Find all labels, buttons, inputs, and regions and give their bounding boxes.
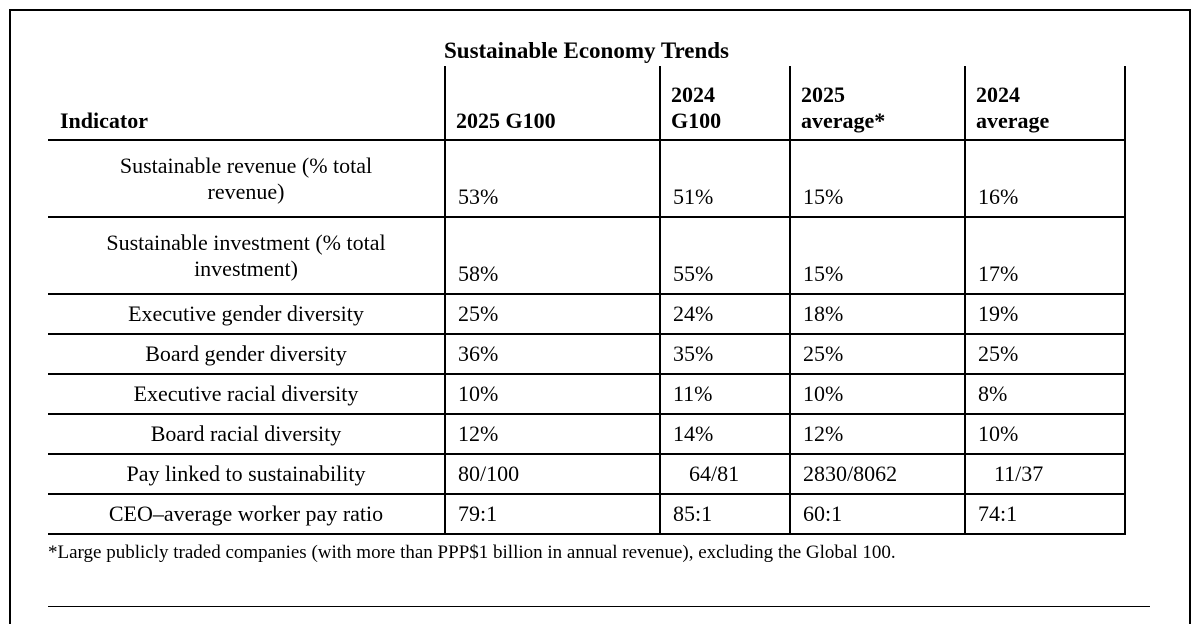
value-cell: 12%	[444, 414, 660, 455]
sustainable-economy-table: Indicator 2025 G100 2024 G100 2025 avera…	[48, 66, 1126, 535]
column-header-2025-g100: 2025 G100	[444, 66, 660, 141]
value-cell: 85:1	[659, 494, 790, 535]
table-header-row: Indicator 2025 G100 2024 G100 2025 avera…	[48, 66, 1126, 141]
value-cell: 55%	[659, 217, 790, 295]
footnote: *Large publicly traded companies (with m…	[48, 542, 896, 563]
column-header-2024-g100: 2024 G100	[659, 66, 790, 141]
value-cell: 79:1	[444, 494, 660, 535]
value-cell: 74:1	[964, 494, 1126, 535]
value-cell: 25%	[789, 334, 965, 375]
value-cell: 25%	[444, 294, 660, 335]
value-cell: 2830/8062	[789, 454, 965, 495]
indicator-cell: Executive racial diversity	[48, 374, 445, 415]
value-cell: 15%	[789, 140, 965, 218]
value-cell: 35%	[659, 334, 790, 375]
table-title: Sustainable Economy Trends	[443, 38, 730, 63]
table-row: Executive racial diversity 10% 11% 10% 8…	[48, 374, 1126, 415]
table-row: Board racial diversity 12% 14% 12% 10%	[48, 414, 1126, 455]
indicator-cell: CEO–average worker pay ratio	[48, 494, 445, 535]
value-cell: 64/81	[659, 454, 790, 495]
value-cell: 58%	[444, 217, 660, 295]
value-cell: 53%	[444, 140, 660, 218]
indicator-cell: Sustainable revenue (% total revenue)	[48, 140, 445, 218]
table-row: Pay linked to sustainability 80/100 64/8…	[48, 454, 1126, 495]
value-cell: 10%	[789, 374, 965, 415]
table-row: CEO–average worker pay ratio 79:1 85:1 6…	[48, 494, 1126, 535]
value-cell: 24%	[659, 294, 790, 335]
indicator-cell: Board racial diversity	[48, 414, 445, 455]
value-cell: 12%	[789, 414, 965, 455]
value-cell: 10%	[444, 374, 660, 415]
value-cell: 60:1	[789, 494, 965, 535]
indicator-cell: Pay linked to sustainability	[48, 454, 445, 495]
value-cell: 51%	[659, 140, 790, 218]
page-content: Sustainable Economy Trends Indicator 202…	[48, 38, 1150, 607]
column-header-2025-average: 2025 average*	[789, 66, 965, 141]
value-cell: 19%	[964, 294, 1126, 335]
value-cell: 36%	[444, 334, 660, 375]
value-cell: 16%	[964, 140, 1126, 218]
value-cell: 17%	[964, 217, 1126, 295]
indicator-cell: Sustainable investment (% total investme…	[48, 217, 445, 295]
value-cell: 25%	[964, 334, 1126, 375]
table-row: Sustainable revenue (% total revenue) 53…	[48, 140, 1126, 218]
value-cell: 18%	[789, 294, 965, 335]
column-header-indicator: Indicator	[48, 66, 445, 141]
value-cell: 11%	[659, 374, 790, 415]
column-header-2024-average: 2024 average	[964, 66, 1126, 141]
value-cell: 10%	[964, 414, 1126, 455]
bottom-rule	[48, 606, 1150, 607]
indicator-cell: Executive gender diversity	[48, 294, 445, 335]
value-cell: 15%	[789, 217, 965, 295]
table-row: Executive gender diversity 25% 24% 18% 1…	[48, 294, 1126, 335]
table-row: Board gender diversity 36% 35% 25% 25%	[48, 334, 1126, 375]
table-row: Sustainable investment (% total investme…	[48, 217, 1126, 295]
value-cell: 8%	[964, 374, 1126, 415]
value-cell: 80/100	[444, 454, 660, 495]
value-cell: 11/37	[964, 454, 1126, 495]
indicator-cell: Board gender diversity	[48, 334, 445, 375]
value-cell: 14%	[659, 414, 790, 455]
